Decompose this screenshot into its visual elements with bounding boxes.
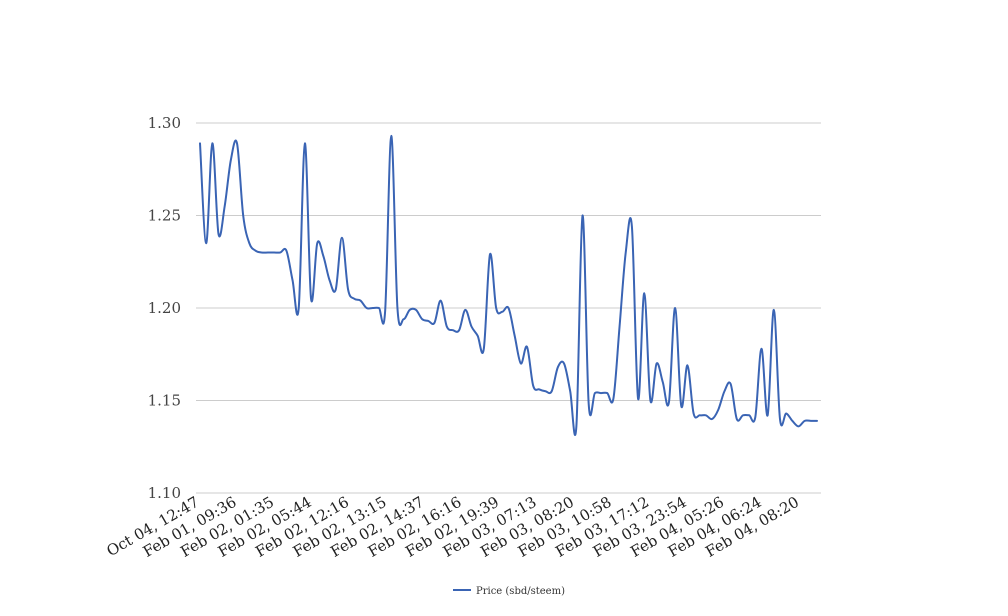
y-tick-label: 1.30 [148, 114, 181, 132]
price-series-line [199, 134, 818, 436]
y-tick-label: 1.10 [148, 484, 181, 502]
y-tick-label: 1.25 [148, 207, 181, 225]
y-tick-label: 1.15 [148, 392, 181, 410]
y-axis-tick-labels: 1.10 1.15 1.20 1.25 1.30 [148, 114, 181, 502]
legend: Price (sbd/steem) [453, 586, 565, 597]
y-tick-label: 1.20 [148, 299, 181, 317]
legend-label: Price (sbd/steem) [476, 586, 565, 597]
